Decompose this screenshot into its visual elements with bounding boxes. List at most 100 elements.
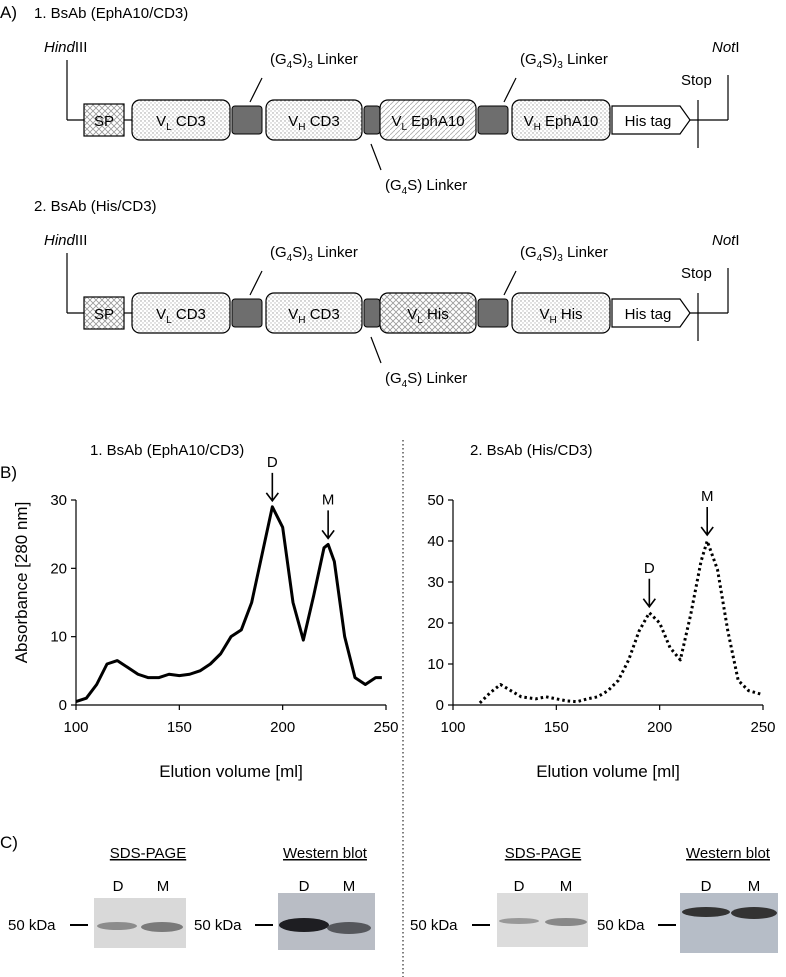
peak-label: D bbox=[267, 454, 278, 471]
band bbox=[97, 922, 137, 930]
peak-label: M bbox=[701, 488, 714, 505]
linker-label: (G4S) Linker bbox=[385, 177, 467, 197]
gel-panel: SDS-PAGE Western blot D M D M 50 kDa 50 … bbox=[8, 845, 778, 953]
domain bbox=[511, 99, 611, 141]
linker-label-part: (G bbox=[385, 370, 402, 387]
domain-label-part: L bbox=[417, 315, 423, 326]
linker bbox=[477, 298, 509, 328]
x-tick-label: 200 bbox=[270, 719, 295, 736]
chart-title: 2. BsAb (His/CD3) bbox=[470, 442, 593, 459]
peak-arrow bbox=[321, 510, 335, 540]
peak-arrow bbox=[700, 507, 714, 537]
chart-title: 1. BsAb (EphA10/CD3) bbox=[90, 442, 244, 459]
domain-label-part: CD3 bbox=[306, 306, 340, 323]
gel-title: SDS-PAGE bbox=[110, 845, 186, 862]
linker-label-part: 4 bbox=[402, 379, 408, 390]
site-label-part: III bbox=[75, 232, 88, 249]
linker-label-part: 4 bbox=[537, 60, 543, 71]
lane-label: D bbox=[299, 878, 310, 895]
linker-label-part: S) bbox=[542, 244, 557, 261]
domain-label-part: V bbox=[407, 306, 417, 323]
domain-label-part: CD3 bbox=[172, 306, 206, 323]
peak-arrow bbox=[265, 472, 279, 503]
y-tick-label: 30 bbox=[50, 492, 67, 509]
y-tick-label: 10 bbox=[427, 656, 444, 673]
lane-label: M bbox=[157, 878, 170, 895]
gel-title: Western blot bbox=[686, 845, 771, 862]
domain-label-part: V bbox=[539, 306, 549, 323]
linker-label-part: 3 bbox=[557, 253, 563, 264]
x-tick-label: 150 bbox=[167, 719, 192, 736]
domain-label-part: H bbox=[534, 122, 541, 133]
domain-label-part: SP bbox=[94, 306, 114, 323]
domain-label-part: His bbox=[423, 306, 449, 323]
domain-label: VL CD3 bbox=[156, 306, 206, 326]
marker-label: 50 kDa bbox=[8, 917, 56, 934]
domain bbox=[83, 296, 125, 330]
linker bbox=[363, 105, 381, 135]
linker-label-part: 4 bbox=[287, 253, 293, 264]
linker-label-part: Linker bbox=[313, 51, 358, 68]
gel-title: Western blot bbox=[283, 845, 368, 862]
domain-label-part: CD3 bbox=[172, 113, 206, 130]
panel-label: A) bbox=[0, 3, 17, 22]
lane-label: M bbox=[748, 878, 761, 895]
leader bbox=[249, 270, 263, 296]
domain bbox=[265, 99, 363, 141]
marker-label: 50 kDa bbox=[597, 917, 645, 934]
domain-label-part: V bbox=[288, 113, 298, 130]
lane-label: D bbox=[514, 878, 525, 895]
peak-arrow bbox=[642, 578, 656, 609]
domain-label: VH His bbox=[539, 306, 582, 326]
domain-label-part: H bbox=[298, 315, 305, 326]
site-label-part: Not bbox=[712, 232, 736, 249]
band bbox=[327, 922, 371, 934]
x-tick-label: 100 bbox=[440, 719, 465, 736]
his-tag-label: His tag bbox=[625, 113, 672, 130]
his-tag-label: His tag bbox=[625, 306, 672, 323]
leader bbox=[503, 270, 517, 296]
lane-label: D bbox=[701, 878, 712, 895]
linker-label-part: (G bbox=[520, 51, 537, 68]
linker bbox=[231, 105, 263, 135]
y-tick-label: 20 bbox=[427, 615, 444, 632]
lane-label: D bbox=[113, 878, 124, 895]
site-label: NotI bbox=[712, 232, 740, 249]
series-line bbox=[478, 539, 764, 705]
domain-label-part: V bbox=[156, 306, 166, 323]
band bbox=[682, 907, 730, 917]
domain-label: VH CD3 bbox=[288, 113, 339, 133]
linker-label: (G4S)3 Linker bbox=[270, 51, 358, 71]
site-label-part: I bbox=[735, 39, 739, 56]
x-tick-label: 200 bbox=[647, 719, 672, 736]
y-tick-label: 0 bbox=[436, 697, 444, 714]
linker-label-part: Linker bbox=[563, 244, 608, 261]
linker-label-part: S) bbox=[292, 244, 307, 261]
leader bbox=[503, 77, 517, 103]
linker-label-part: 4 bbox=[537, 253, 543, 264]
band bbox=[499, 918, 539, 924]
domain-label-part: L bbox=[166, 315, 172, 326]
domain-label-part: H bbox=[298, 122, 305, 133]
linker-label-part: 4 bbox=[287, 60, 293, 71]
site-label: HindIII bbox=[44, 39, 87, 56]
y-tick-label: 30 bbox=[427, 574, 444, 591]
domain bbox=[379, 99, 477, 141]
peak-label: D bbox=[644, 560, 655, 577]
domain-label-part: V bbox=[156, 113, 166, 130]
domain bbox=[511, 292, 611, 334]
linker-label-part: S) bbox=[292, 51, 307, 68]
linker-label: (G4S) Linker bbox=[385, 370, 467, 390]
blot-image bbox=[680, 893, 778, 953]
domain-label: VL EphA10 bbox=[391, 113, 464, 133]
linker-label-part: 4 bbox=[402, 186, 408, 197]
his-tag bbox=[611, 105, 691, 135]
domain-label: SP bbox=[94, 306, 114, 323]
x-tick-label: 250 bbox=[750, 719, 775, 736]
domain-label-part: EphA10 bbox=[407, 113, 465, 130]
domain bbox=[265, 292, 363, 334]
domain-label-part: L bbox=[401, 122, 407, 133]
linker-label-part: 3 bbox=[307, 253, 313, 264]
domain-label-part: CD3 bbox=[306, 113, 340, 130]
